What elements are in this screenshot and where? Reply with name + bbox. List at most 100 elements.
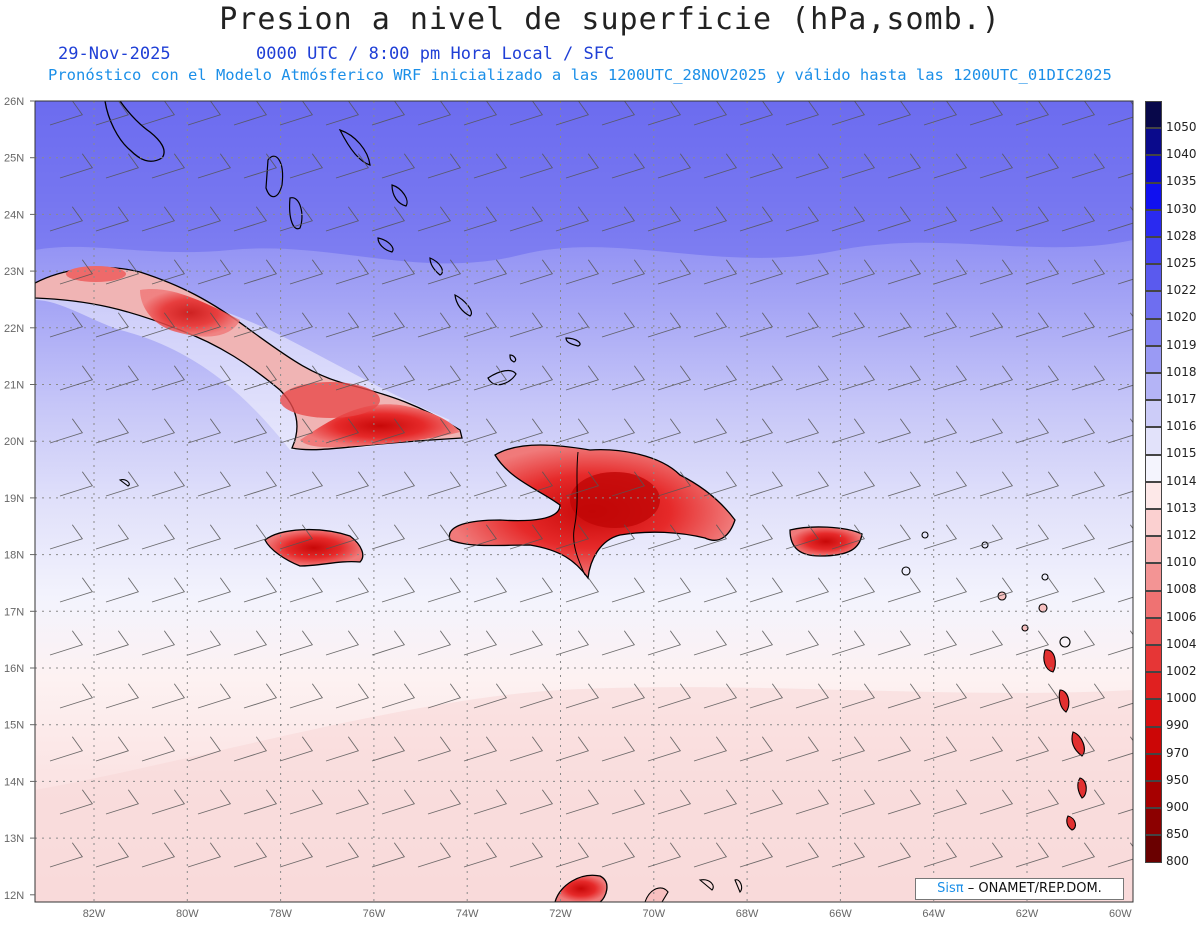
wind-barb: [877, 736, 912, 762]
wind-barb: [49, 101, 84, 126]
legend-label: 1050: [1166, 120, 1197, 134]
wind-barb: [703, 683, 738, 709]
wind-barb: [831, 630, 866, 656]
wind-barb: [749, 577, 784, 603]
wind-barb: [647, 418, 682, 444]
wind-barb: [463, 101, 498, 126]
latitude-label: 23N: [4, 266, 24, 278]
wind-barb: [1117, 596, 1133, 603]
legend-label: 1013: [1166, 500, 1197, 515]
legend-label: 1012: [1166, 528, 1197, 542]
wind-barb: [739, 206, 774, 232]
wind-barb: [933, 789, 968, 815]
wind-barb: [49, 630, 84, 656]
longitude-label: 76W: [363, 908, 386, 920]
wind-barb: [785, 418, 820, 444]
legend-label: 1040: [1166, 147, 1197, 162]
wind-barb: [427, 153, 462, 179]
wind-barb: [841, 577, 876, 603]
legend-swatch: [1145, 318, 1162, 346]
wind-barb: [381, 153, 416, 179]
wind-barb: [59, 577, 94, 603]
wind-barb: [657, 365, 692, 391]
wind-barb: [187, 101, 222, 126]
wind-barb: [923, 206, 958, 232]
wind-barb: [1117, 172, 1133, 179]
wind-barb: [509, 524, 544, 550]
wind-barb: [289, 153, 324, 179]
legend-label: 1025: [1166, 256, 1197, 270]
wind-barb: [243, 683, 278, 709]
wind-barb: [279, 206, 314, 232]
wind-barb: [509, 101, 544, 126]
wind-barb: [141, 630, 176, 656]
wind-barb: [417, 630, 452, 656]
wind-barb: [1061, 842, 1096, 868]
wind-barb: [979, 153, 1014, 179]
wind-barb: [969, 101, 1004, 126]
wind-barb: [151, 259, 186, 285]
wind-barb: [785, 206, 820, 232]
wind-barb: [151, 153, 186, 179]
wind-barb: [841, 259, 876, 285]
wind-barb: [509, 630, 544, 656]
legend-label: 1002: [1166, 664, 1197, 678]
legend-label: 1022: [1166, 283, 1197, 298]
wind-barb: [141, 736, 176, 762]
wind-barb: [565, 153, 600, 179]
wind-barb: [877, 524, 912, 550]
wind-barb: [473, 471, 508, 497]
longitude-label: 60W: [1109, 908, 1132, 920]
longitude-label: 78W: [269, 908, 292, 920]
wind-barb: [463, 630, 498, 656]
wind-barb: [519, 683, 554, 709]
latitude-label: 20N: [4, 436, 24, 448]
wind-barb: [739, 524, 774, 550]
wind-barb: [279, 312, 314, 338]
longitude-label: 72W: [549, 908, 572, 920]
wind-barb: [95, 418, 130, 444]
legend-swatch: [1145, 345, 1162, 373]
wind-barb: [243, 153, 278, 179]
wind-barb: [703, 577, 738, 603]
wind-barb: [703, 365, 738, 391]
lesser-antilles: [901, 531, 1087, 831]
legend-label: 1004: [1166, 636, 1197, 651]
wind-barb: [923, 842, 958, 868]
wind-barb: [187, 418, 222, 444]
latitude-label: 22N: [4, 323, 24, 335]
wind-barb: [233, 524, 268, 550]
wind-barb: [877, 206, 912, 232]
wind-barb: [933, 577, 968, 603]
wind-barb: [1015, 206, 1050, 232]
wind-barb: [1107, 101, 1133, 126]
wind-barb: [555, 630, 590, 656]
wind-barb: [657, 577, 692, 603]
wind-barb: [841, 789, 876, 815]
wind-barb: [647, 736, 682, 762]
wind-barb: [565, 789, 600, 815]
wind-barb: [933, 259, 968, 285]
wind-barb: [1015, 630, 1050, 656]
wind-barb: [1061, 418, 1096, 444]
legend-swatch: [1145, 536, 1162, 564]
wind-barb: [887, 683, 922, 709]
legend-swatch: [1145, 182, 1162, 210]
wind-barb: [611, 259, 646, 285]
legend-label: 1015: [1166, 446, 1197, 461]
wind-barb: [105, 683, 140, 709]
wind-barb: [473, 789, 508, 815]
forecast-time: 0000 UTC / 8:00 pm Hora Local / SFC: [256, 44, 615, 64]
wind-barb: [923, 524, 958, 550]
latitude-label: 13N: [4, 833, 24, 845]
wind-barb: [933, 471, 968, 497]
wind-barb: [519, 789, 554, 815]
wind-barb: [831, 524, 866, 550]
wind-barb: [105, 365, 140, 391]
wind-barb: [795, 683, 830, 709]
wind-barb: [335, 683, 370, 709]
wind-barb: [233, 312, 268, 338]
legend-label: 900: [1166, 800, 1189, 814]
wind-barb: [611, 789, 646, 815]
wind-barb: [887, 259, 922, 285]
